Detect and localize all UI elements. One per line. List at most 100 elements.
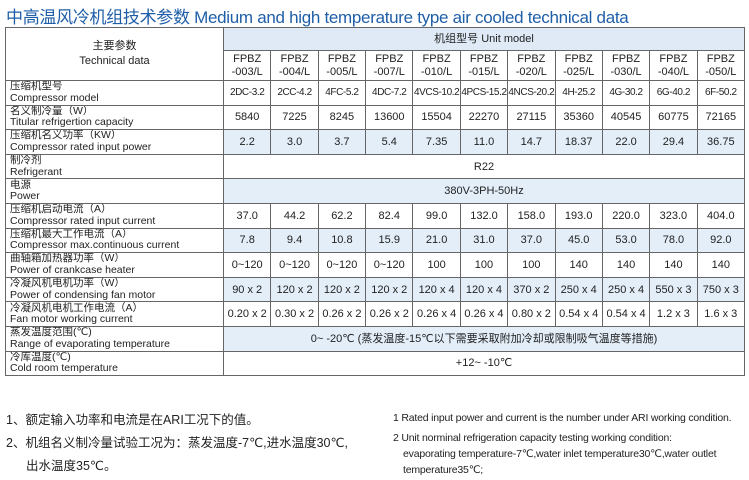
row-label-cn: 蒸发温度范围(℃): [10, 326, 92, 339]
row-value-cell: 22.0: [601, 129, 651, 155]
model-name: FPBZ: [517, 52, 546, 65]
table-row: 压缩机名义功率（KW） Compressor rated input power 2…: [5, 129, 746, 155]
model-suffix: -050/L: [705, 65, 737, 78]
table-row: 冷库温度(℃) Cold room temperature +12~ -10℃: [5, 350, 745, 377]
row-label: 压缩机型号 Compressor model: [5, 80, 224, 106]
row-label: 蒸发温度范围(℃) Range of evaporating temperatur…: [5, 325, 224, 352]
model-name: FPBZ: [469, 52, 499, 65]
table-row: 压缩机型号 Compressor model 2DC-3.2 2CC-4.2 4FC-5…: [5, 80, 746, 106]
table-row: 冷凝风机电机功率（W） Power of condensing fan motor…: [5, 276, 746, 303]
row-label-en: Refrigerant: [10, 165, 62, 178]
row-label: 压缩机名义功率（KW） Compressor rated input power: [5, 129, 224, 155]
param-header-en: Technical data: [79, 55, 150, 67]
row-value-cell: 250 x 4: [554, 276, 603, 303]
row-value-cell: 53.0: [601, 227, 651, 254]
row-value-cell: 140: [554, 252, 603, 278]
row-value-cell: 36.75: [696, 129, 746, 155]
model-suffix: -030/L: [610, 65, 642, 78]
row-value-cell: 0.54 x 4: [601, 301, 651, 327]
table-row: 制冷剂 Refrigerant R22: [5, 153, 745, 180]
row-value-cell: 550 x 3: [649, 276, 698, 303]
row-value-cell: 0.20 x 2: [222, 301, 272, 327]
model-header-cell: FPBZ -004/L: [270, 50, 319, 81]
row-value-cell: 0.80 x 2: [507, 301, 556, 327]
row-value-cell: 0.26 x 4: [459, 301, 509, 327]
row-value-cell: 0~120: [270, 252, 319, 278]
row-value-cell: 220.0: [601, 202, 651, 229]
row-label-cn: 制冷剂: [10, 154, 42, 167]
row-value-cell: 90 x 2: [222, 276, 272, 303]
row-value-cell: 72165: [696, 104, 746, 131]
row-value-cell: 22270: [459, 104, 509, 131]
row-value-cell: 11.0: [459, 129, 509, 155]
page-title: 中高温风冷机组技术参数 Medium and high temperature …: [6, 8, 629, 27]
row-value-cell: 37.0: [222, 202, 272, 229]
row-value-cell: 4VCS-10.2: [412, 80, 461, 106]
row-value-cell: 0.26 x 4: [412, 301, 461, 327]
model-suffix: -004/L: [278, 65, 311, 78]
model-suffix: -010/L: [421, 65, 453, 78]
row-value-cell: 100: [507, 252, 556, 278]
row-label-en: Fan motor working current: [10, 313, 133, 326]
row-label-cn: 曲轴箱加热器功率（W）: [10, 252, 125, 265]
model-header-cell: FPBZ -040/L: [649, 50, 698, 81]
row-label-en: Compressor model: [10, 91, 99, 104]
row-value-cell: 10.8: [317, 227, 367, 254]
row-label-en: Range of evaporating temperature: [10, 337, 170, 350]
note-cn-2: 2、机组名义制冷量试验工况为：蒸发温度-7℃,进水温度30℃,: [6, 436, 348, 450]
row-value-cell: 29.4: [649, 129, 698, 155]
row-value-cell: 120 x 4: [412, 276, 461, 303]
row-value-cell: 99.0: [412, 202, 461, 229]
model-suffix: -005/L: [326, 65, 358, 78]
row-value-cell: 120 x 2: [365, 276, 414, 303]
row-value-merged: 380V-3PH-50Hz: [223, 178, 745, 204]
row-value-cell: 0.54 x 4: [554, 301, 603, 327]
row-value-cell: 404.0: [696, 202, 746, 229]
model-name: FPBZ: [280, 52, 309, 65]
row-value-cell: 4G-30.2: [601, 80, 651, 106]
row-value-cell: 6G-40.2: [649, 80, 698, 106]
row-label: 冷凝风机电机工作电流（A） Fan motor working current: [5, 301, 224, 327]
row-value-cell: 0~120: [317, 252, 367, 278]
row-label-cn: 压缩机最大工作电流（A）: [10, 228, 133, 240]
row-value-cell: 37.0: [507, 227, 556, 254]
row-value-cell: 0.30 x 2: [270, 301, 319, 327]
note-cn-1: 1、额定输入功率和电流是在ARI工况下的值。: [6, 413, 259, 427]
model-name: FPBZ: [375, 52, 404, 65]
param-header: 主要参数 Technical data: [5, 27, 224, 81]
note-en-2: 2 Unit norminal refrigeration capacity t…: [393, 432, 672, 444]
row-value-cell: 8245: [317, 104, 367, 131]
row-value-cell: 15.9: [365, 227, 414, 254]
row-value-cell: 2.2: [222, 129, 272, 155]
model-suffix: -040/L: [657, 65, 690, 78]
row-label-en: Compressor rated input power: [10, 140, 152, 153]
table-row: 压缩机启动电流（A） Compressor rated input current…: [5, 202, 746, 229]
row-value-cell: 0.26 x 2: [365, 301, 414, 327]
row-value-cell: 82.4: [365, 202, 414, 229]
table-row: 曲轴箱加热器功率（W） Power of crankcase heater 0~12…: [5, 252, 746, 278]
row-value-cell: 7.35: [412, 129, 461, 155]
model-name: FPBZ: [659, 52, 688, 65]
row-label-cn: 压缩机启动电流（A）: [10, 203, 112, 216]
row-label-cn: 压缩机名义功率（KW）: [10, 129, 122, 142]
row-label: 曲轴箱加热器功率（W） Power of crankcase heater: [5, 252, 224, 278]
row-value-cell: 27115: [507, 104, 556, 131]
unit-model-header: 机组型号 Unit model: [223, 27, 745, 51]
row-value-merged: 0~ -20℃ (蒸发温度-15℃以下需要采取附加冷却或限制吸气温度等措施): [223, 325, 745, 352]
row-value-cell: 0~120: [222, 252, 272, 278]
row-value-cell: 9.4: [270, 227, 319, 254]
row-label: 压缩机最大工作电流（A） Compressor max.continuous cu…: [5, 227, 224, 254]
row-value-cell: 0~120: [365, 252, 414, 278]
row-value-cell: 4PCS-15.2: [459, 80, 509, 106]
row-label-en: Cold room temperature: [10, 362, 118, 375]
row-label: 冷凝风机电机功率（W） Power of condensing fan motor: [5, 276, 224, 303]
model-header-cell: FPBZ -030/L: [601, 50, 651, 81]
note-en-2-cont: evaporating temperature-7℃,water inlet t…: [403, 448, 717, 460]
row-value-cell: 1.2 x 3: [649, 301, 698, 327]
row-label-en: Power of crankcase heater: [10, 263, 135, 276]
model-header-cell: FPBZ -020/L: [507, 50, 556, 81]
row-label: 名义制冷量（W） Titular refrigertion capacity: [5, 104, 224, 131]
row-value-cell: 193.0: [554, 202, 603, 229]
note-cn-2-cont: 出水温度35℃。: [26, 459, 117, 473]
model-suffix: -007/L: [373, 65, 405, 78]
